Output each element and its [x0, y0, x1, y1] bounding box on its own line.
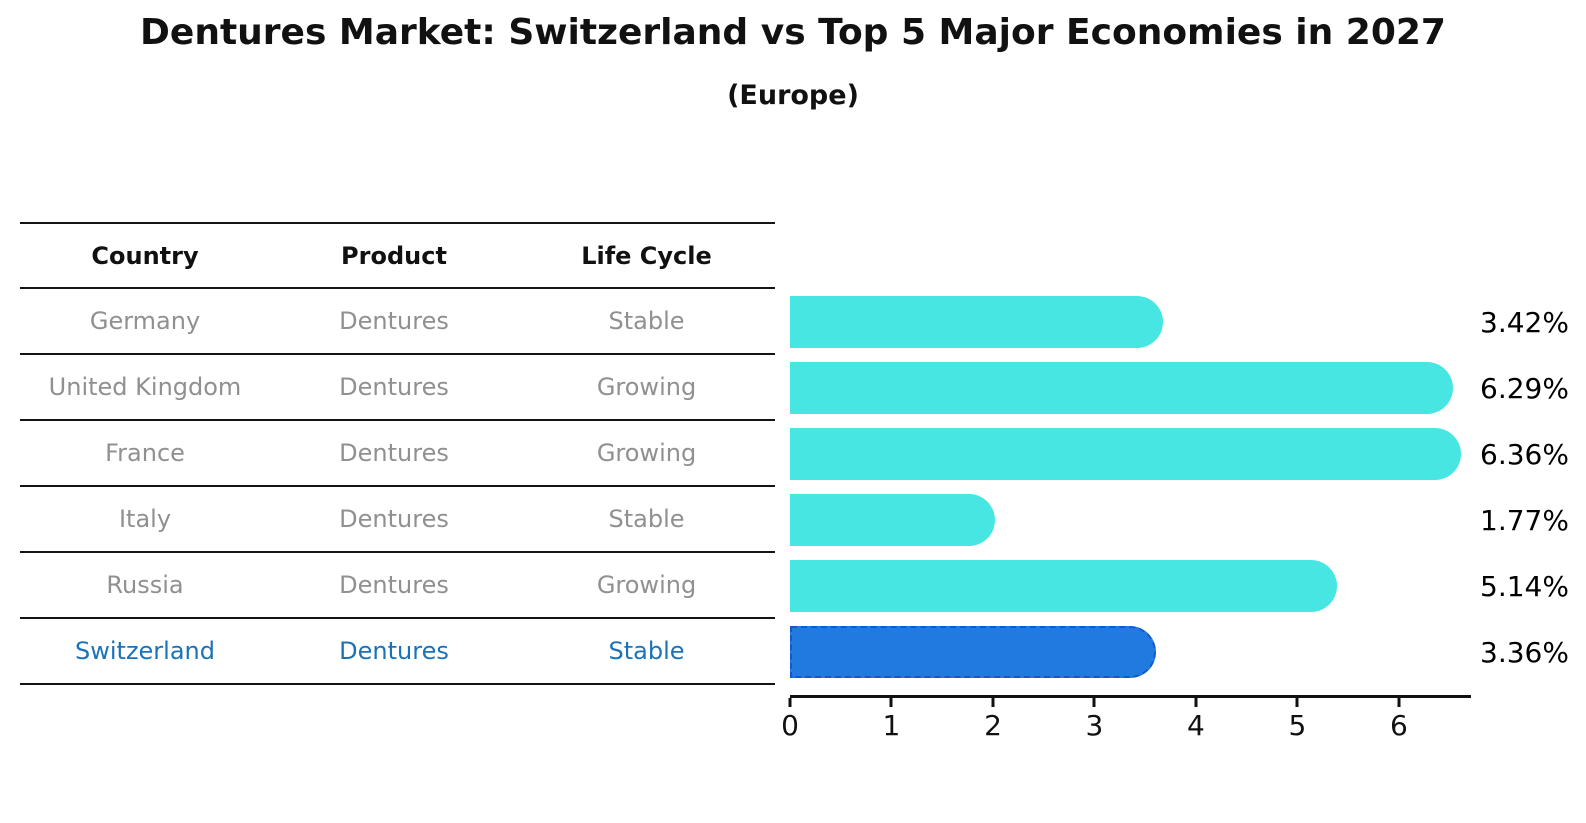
- bar-row-united-kingdom: 6.29%: [790, 355, 1569, 421]
- life-cycle-cell: Growing: [596, 571, 697, 599]
- country-cell: Russia: [106, 571, 184, 599]
- product-cell: Dentures: [339, 571, 449, 599]
- bar-row-russia: 5.14%: [790, 553, 1569, 619]
- value-label-switzerland: 3.36%: [1480, 635, 1569, 669]
- tick-label: 5: [1288, 709, 1307, 742]
- bar-italy: [790, 494, 996, 546]
- column-header-life-cycle: Life Cycle: [581, 241, 712, 270]
- tick-mark: [1397, 698, 1401, 707]
- table-row-france: France Dentures Growing: [20, 421, 775, 487]
- bar-plot-area: 3.42% 6.29% 6.36% 1.77% 5.14% 3.36%: [790, 289, 1569, 685]
- bar-france: [790, 428, 1461, 480]
- tick-mark: [788, 698, 792, 707]
- tick-label: 4: [1187, 709, 1205, 742]
- tick-mark: [889, 698, 893, 707]
- country-cell: France: [105, 439, 185, 467]
- life-cycle-cell: Growing: [596, 373, 697, 401]
- bar-russia: [790, 560, 1337, 612]
- table-row-germany: Germany Dentures Stable: [20, 289, 775, 355]
- tick-label: 6: [1390, 709, 1408, 742]
- x-axis-line: [790, 695, 1471, 698]
- table-row-russia: Russia Dentures Growing: [20, 553, 775, 619]
- bar-row-france: 6.36%: [790, 421, 1569, 487]
- column-header-product: Product: [341, 241, 447, 270]
- value-label-russia: 5.14%: [1480, 569, 1569, 603]
- tick-mark: [1295, 698, 1299, 707]
- chart-title: Dentures Market: Switzerland vs Top 5 Ma…: [140, 12, 1446, 53]
- country-cell: United Kingdom: [48, 373, 242, 401]
- bar-row-switzerland: 3.36%: [790, 619, 1569, 685]
- life-cycle-cell: Growing: [596, 439, 697, 467]
- product-cell: Dentures: [339, 637, 449, 665]
- product-cell: Dentures: [339, 439, 449, 467]
- bar-germany: [790, 296, 1163, 348]
- life-cycle-cell: Stable: [608, 505, 685, 533]
- bar-switzerland: [790, 626, 1157, 678]
- tick-label: 2: [984, 709, 1002, 742]
- product-cell: Dentures: [339, 373, 449, 401]
- bar-row-italy: 1.77%: [790, 487, 1569, 553]
- product-cell: Dentures: [339, 307, 449, 335]
- tick-label: 1: [882, 709, 901, 742]
- tick-mark: [991, 698, 995, 707]
- table-row-italy: Italy Dentures Stable: [20, 487, 775, 553]
- tick-label: 3: [1085, 709, 1104, 742]
- product-cell: Dentures: [339, 505, 449, 533]
- country-cell: Italy: [118, 505, 172, 533]
- column-header-country: Country: [91, 241, 199, 270]
- value-label-germany: 3.42%: [1480, 305, 1569, 339]
- chart-subtitle: (Europe): [727, 80, 859, 111]
- value-label-italy: 1.77%: [1480, 503, 1569, 537]
- value-label-france: 6.36%: [1480, 437, 1569, 471]
- table-row-switzerland: Switzerland Dentures Stable: [20, 619, 775, 685]
- country-cell: Germany: [89, 307, 201, 335]
- tick-mark: [1092, 698, 1096, 707]
- table-row-united-kingdom: United Kingdom Dentures Growing: [20, 355, 775, 421]
- value-label-united-kingdom: 6.29%: [1480, 371, 1569, 405]
- bar-row-germany: 3.42%: [790, 289, 1569, 355]
- country-cell: Switzerland: [75, 637, 215, 665]
- table-header-row: Country Product Life Cycle: [20, 222, 775, 289]
- tick-label: 0: [781, 709, 799, 742]
- life-cycle-cell: Stable: [608, 307, 685, 335]
- tick-mark: [1194, 698, 1198, 707]
- x-axis: 0 1 2 3 4 5 6: [781, 695, 1471, 755]
- bar-united-kingdom: [790, 362, 1454, 414]
- life-cycle-cell: Stable: [608, 637, 685, 665]
- country-table: Country Product Life Cycle Germany Dentu…: [20, 222, 775, 685]
